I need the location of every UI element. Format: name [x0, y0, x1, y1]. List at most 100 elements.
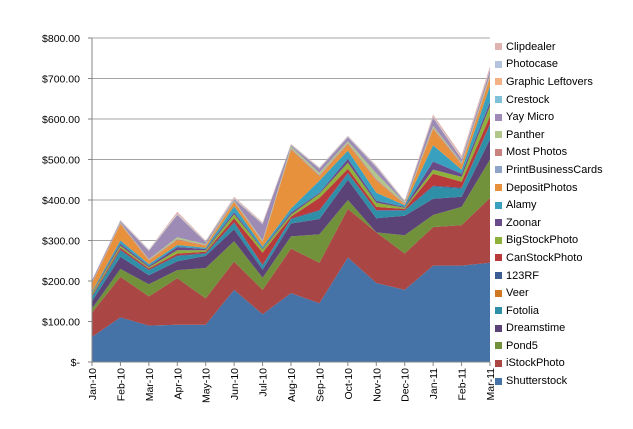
legend-swatch: [495, 96, 502, 104]
x-tick-label: Nov-10: [371, 368, 383, 402]
legend-item-pond5: Pond5: [495, 337, 631, 355]
legend-swatch: [495, 201, 502, 209]
legend-item-printbusinesscards: PrintBusinessCards: [495, 161, 631, 179]
legend-item-depositphotos: DepositPhotos: [495, 179, 631, 197]
area-shutterstock: [92, 257, 490, 362]
x-tick-label: Dec-10: [400, 368, 412, 402]
legend-item-canstockphoto: CanStockPhoto: [495, 249, 631, 267]
legend-swatch: [495, 254, 502, 262]
legend-label: PrintBusinessCards: [506, 163, 603, 176]
area-bigstockphoto: [92, 106, 490, 296]
x-tick-label: Sep-10: [314, 368, 326, 402]
legend-swatch: [495, 78, 502, 86]
area-depositphotos: [92, 77, 490, 292]
y-tick-label: $700.00: [42, 74, 80, 86]
x-tick-label: Aug-10: [286, 368, 298, 402]
legend-item-most-photos: Most Photos: [495, 144, 631, 162]
area-dreamstime: [92, 139, 490, 309]
legend-item-clipdealer: Clipdealer: [495, 38, 631, 56]
legend-swatch: [495, 236, 502, 244]
y-tick-labels: $- $100.00 $200.00 $300.00 $400.00 $500.00 $60…: [42, 33, 80, 369]
legend-item-graphic-leftovers: Graphic Leftovers: [495, 73, 631, 91]
area-photocase: [92, 69, 490, 281]
legend-swatch: [495, 166, 502, 174]
legend-swatch: [495, 219, 502, 227]
y-tick-label: $200.00: [42, 276, 80, 288]
legend-swatch: [495, 289, 502, 297]
y-tick-label: $400.00: [42, 195, 80, 207]
legend-label: Photocase: [506, 58, 558, 71]
legend-swatch: [495, 43, 502, 51]
legend-item-istockphoto: iStockPhoto: [495, 355, 631, 373]
y-tick-label: $800.00: [42, 33, 80, 45]
x-tick-label: Oct-10: [343, 368, 355, 400]
legend-item-crestock: Crestock: [495, 91, 631, 109]
legend-label: Dreamstime: [506, 322, 566, 335]
legend-label: CanStockPhoto: [506, 251, 583, 264]
legend-swatch: [495, 60, 502, 68]
legend-label: Pond5: [506, 339, 538, 352]
legend-item-shutterstock: Shutterstock: [495, 372, 631, 390]
x-tick-label: Mar-10: [144, 368, 156, 401]
legend-label: iStockPhoto: [506, 357, 565, 370]
x-tick-label: Jan-10: [87, 368, 99, 400]
x-tick-labels: Jan-10 Feb-10 Mar-10 Apr-10 May-10 Jun-10 Jul-…: [87, 368, 497, 403]
area-clipdealer: [92, 66, 490, 281]
y-tick-label: $300.00: [42, 236, 80, 248]
area-istockphoto: [92, 198, 490, 337]
legend-label: 123RF: [506, 269, 540, 282]
area-yay-micro: [92, 70, 490, 283]
legend-item-panther: Panther: [495, 126, 631, 144]
x-tick-label: Feb-10: [115, 368, 127, 401]
legend: Clipdealer Photocase Graphic Leftovers Cres…: [495, 38, 631, 390]
legend-swatch: [495, 359, 502, 367]
x-tick-label: Jun-10: [229, 368, 241, 400]
legend-swatch: [495, 324, 502, 332]
legend-swatch: [495, 148, 502, 156]
legend-swatch: [495, 184, 502, 192]
legend-swatch: [495, 307, 502, 315]
legend-label: BigStockPhoto: [506, 234, 579, 247]
legend-swatch: [495, 377, 502, 385]
legend-item-fotolia: Fotolia: [495, 302, 631, 320]
legend-item-yay-micro: Yay Micro: [495, 108, 631, 126]
legend-label: Yay Micro: [506, 111, 555, 124]
legend-label: Panther: [506, 128, 545, 141]
y-tick-label: $100.00: [42, 317, 80, 329]
legend-label: Veer: [506, 287, 529, 300]
area-pond5: [92, 159, 490, 313]
area-fotolia: [92, 125, 490, 302]
legend-item-bigstockphoto: BigStockPhoto: [495, 232, 631, 250]
x-tick-label: Jul-10: [258, 368, 270, 397]
legend-label: Crestock: [506, 93, 550, 106]
legend-swatch: [495, 113, 502, 121]
legend-item-photocase: Photocase: [495, 56, 631, 74]
legend-label: Zoonar: [506, 216, 541, 229]
axes: [88, 37, 491, 366]
legend-label: Most Photos: [506, 146, 568, 159]
legend-item-zoonar: Zoonar: [495, 214, 631, 232]
legend-label: Graphic Leftovers: [506, 75, 593, 88]
legend-item-dreamstime: Dreamstime: [495, 320, 631, 338]
legend-label: Fotolia: [506, 304, 540, 317]
legend-swatch: [495, 272, 502, 280]
legend-label: Alamy: [506, 199, 537, 212]
legend-item-123rf: 123RF: [495, 267, 631, 285]
x-tick-label: Feb-11: [457, 368, 469, 401]
legend-label: Clipdealer: [506, 40, 556, 53]
y-tick-label: $-: [71, 357, 81, 369]
legend-swatch: [495, 131, 502, 139]
y-tick-label: $600.00: [42, 114, 80, 126]
legend-label: DepositPhotos: [506, 181, 578, 194]
x-tick-label: May-10: [201, 368, 213, 403]
x-tick-label: Apr-10: [172, 368, 184, 400]
legend-item-alamy: Alamy: [495, 196, 631, 214]
area-series-group: [92, 66, 490, 362]
legend-swatch: [495, 342, 502, 350]
legend-item-veer: Veer: [495, 284, 631, 302]
y-tick-label: $500.00: [42, 155, 80, 167]
legend-label: Shutterstock: [506, 375, 568, 388]
x-tick-label: Mar-11: [485, 368, 497, 401]
x-tick-label: Jan-11: [428, 368, 440, 399]
